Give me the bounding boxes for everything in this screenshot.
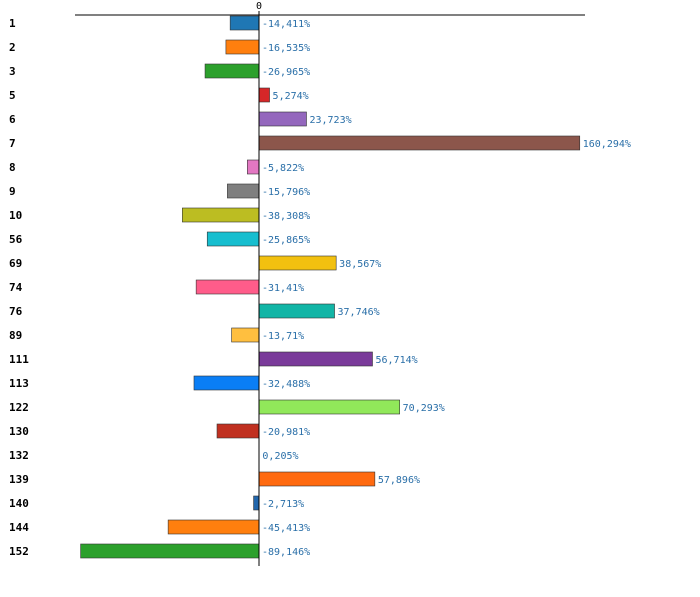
- value-label-111: 56,714%: [375, 355, 417, 366]
- value-label-122: 70,293%: [403, 403, 445, 414]
- category-label-89: 89: [9, 329, 22, 342]
- bar-113: [193, 375, 260, 391]
- category-label-69: 69: [9, 257, 22, 270]
- bar-122: [258, 399, 400, 415]
- value-label-152: -89,146%: [262, 547, 310, 558]
- category-label-111: 111: [9, 353, 29, 366]
- category-label-1: 1: [9, 17, 16, 30]
- value-label-3: -26,965%: [262, 67, 310, 78]
- value-label-140: -2,713%: [262, 499, 304, 510]
- value-label-76: 37,746%: [338, 307, 380, 318]
- category-labels-group: 1235678910566974768911111312213013213914…: [9, 17, 29, 558]
- category-label-140: 140: [9, 497, 29, 510]
- value-label-7: 160,294%: [583, 139, 631, 150]
- bar-130: [216, 423, 260, 439]
- bar-9: [227, 183, 260, 199]
- category-label-139: 139: [9, 473, 29, 486]
- value-label-69: 38,567%: [339, 259, 381, 270]
- category-label-5: 5: [9, 89, 16, 102]
- category-label-3: 3: [9, 65, 16, 78]
- value-label-74: -31,41%: [262, 283, 304, 294]
- bar-56: [206, 231, 260, 247]
- category-label-56: 56: [9, 233, 23, 246]
- category-label-10: 10: [9, 209, 22, 222]
- bar-2: [225, 39, 260, 55]
- bar-76: [258, 303, 335, 319]
- category-label-9: 9: [9, 185, 16, 198]
- bar-144: [167, 519, 260, 535]
- bar-139: [258, 471, 376, 487]
- bar-8: [247, 159, 260, 175]
- bar-7: [258, 135, 581, 151]
- bar-6: [258, 111, 307, 127]
- category-label-152: 152: [9, 545, 29, 558]
- category-label-2: 2: [9, 41, 16, 54]
- bar-89: [231, 327, 260, 343]
- value-label-113: -32,488%: [262, 379, 310, 390]
- value-label-132: 0,205%: [262, 451, 298, 462]
- value-label-130: -20,981%: [262, 427, 310, 438]
- value-label-8: -5,822%: [262, 163, 304, 174]
- bar-74: [195, 279, 260, 295]
- bar-10: [182, 207, 260, 223]
- category-label-74: 74: [9, 281, 23, 294]
- value-label-10: -38,308%: [262, 211, 310, 222]
- value-label-2: -16,535%: [262, 43, 310, 54]
- category-label-130: 130: [9, 425, 29, 438]
- category-label-122: 122: [9, 401, 29, 414]
- bar-69: [258, 255, 337, 271]
- bar-152: [80, 543, 260, 559]
- bar-140: [253, 495, 260, 511]
- bar-5: [258, 87, 270, 103]
- bar-111: [258, 351, 373, 367]
- bar-1: [229, 15, 260, 31]
- category-label-132: 132: [9, 449, 29, 462]
- value-label-56: -25,865%: [262, 235, 310, 246]
- value-label-139: 57,896%: [378, 475, 420, 486]
- value-label-5: 5,274%: [273, 91, 309, 102]
- category-label-8: 8: [9, 161, 16, 174]
- value-label-6: 23,723%: [309, 115, 351, 126]
- bars-group: [80, 15, 581, 559]
- value-label-89: -13,71%: [262, 331, 304, 342]
- bar-3: [204, 63, 260, 79]
- value-label-144: -45,413%: [262, 523, 310, 534]
- category-label-113: 113: [9, 377, 29, 390]
- zero-tick-label: 0: [256, 1, 262, 12]
- category-label-144: 144: [9, 521, 29, 534]
- value-labels-group: -14,411% -16,535% -26,965% 5,274% 23,723% 160…: [262, 19, 631, 558]
- value-label-1: -14,411%: [262, 19, 310, 30]
- category-label-76: 76: [9, 305, 23, 318]
- category-label-6: 6: [9, 113, 16, 126]
- value-label-9: -15,796%: [262, 187, 310, 198]
- category-label-7: 7: [9, 137, 16, 150]
